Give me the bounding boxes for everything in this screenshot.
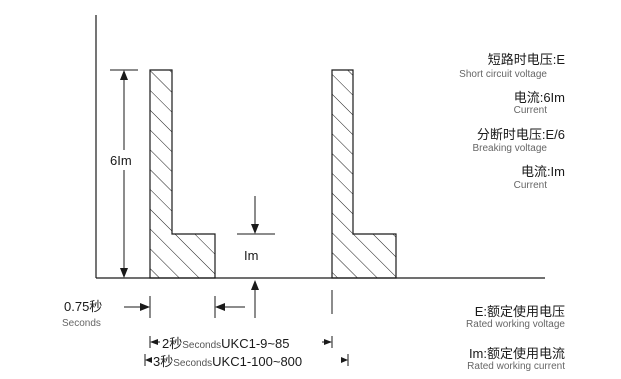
gap-value: 0.75秒 — [64, 299, 103, 314]
gap-arrow-left — [140, 303, 150, 311]
span1-arrow-right — [324, 339, 332, 345]
step-arrow-down — [251, 224, 259, 234]
level-label: 6Im — [108, 153, 134, 168]
pulse-2 — [331, 69, 397, 279]
span1-model: UKC1-9~85 — [221, 336, 290, 351]
gap-unit: Seconds — [62, 318, 101, 329]
span2-arrow-right — [341, 357, 348, 363]
step-label: Im — [244, 248, 259, 263]
legend-rated-voltage-en: Rated working voltage — [466, 319, 565, 330]
span2-model: UKC1-100~800 — [212, 354, 303, 369]
legend-breaking-voltage-en: Breaking voltage — [472, 143, 548, 154]
legend-current-6im: 电流:6Im — [513, 90, 565, 105]
legend-rated-current-en: Rated working current — [467, 361, 565, 372]
span2-label: 3秒SecondsUKC1-100~800 — [153, 354, 302, 370]
level-arrow-down — [120, 268, 128, 278]
legend-current-im-en: Current — [513, 180, 547, 191]
gap-arrow-right — [215, 303, 225, 311]
span2-unit: Seconds — [173, 358, 213, 369]
pulse-1 — [149, 69, 216, 279]
span1-unit: Seconds — [182, 340, 222, 351]
legend-current-6im-en: Current — [513, 105, 547, 116]
span2-arrow-left — [145, 357, 152, 363]
legend-rated-current: Im:额定使用电流 — [468, 346, 565, 361]
span2-value: 3秒 — [153, 354, 174, 369]
span1-label: 2秒SecondsUKC1-9~85 — [162, 336, 289, 352]
legend-breaking-voltage: 分断时电压:E/6 — [476, 127, 565, 142]
level-arrow-up — [120, 70, 128, 80]
span1-arrow-left — [150, 339, 158, 345]
legend-rated-voltage: E:额定使用电压 — [474, 304, 565, 319]
legend-current-im: 电流:Im — [520, 164, 565, 179]
span1-value: 2秒 — [162, 336, 183, 351]
legend-short-circuit-voltage-en: Short circuit voltage — [459, 69, 547, 80]
step-arrow-up — [251, 280, 259, 290]
legend-short-circuit-voltage: 短路时电压:E — [487, 52, 565, 67]
